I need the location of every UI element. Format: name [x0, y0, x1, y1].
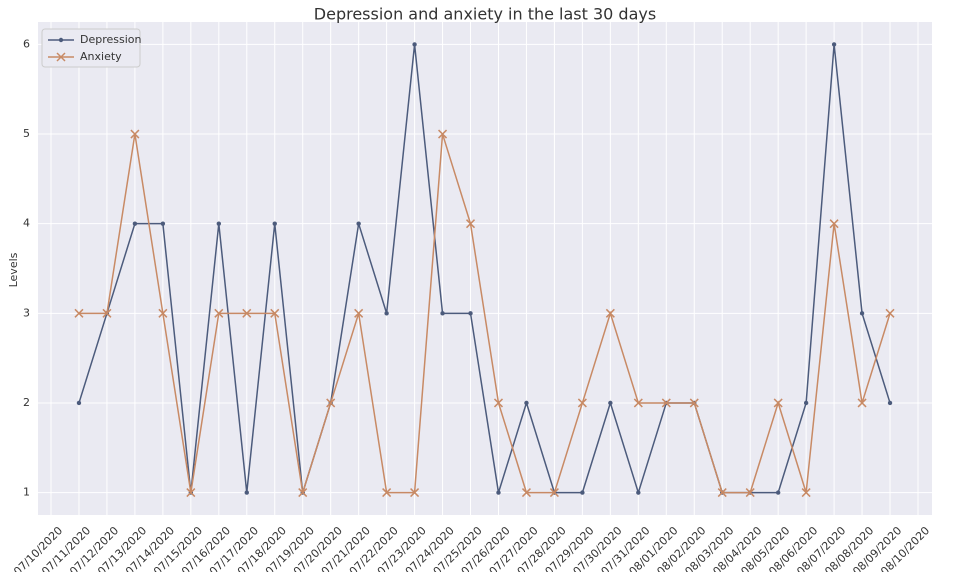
- marker: [493, 398, 504, 408]
- line: [78, 133, 891, 494]
- marker: [440, 311, 445, 316]
- marker: [887, 400, 893, 406]
- marker: [605, 308, 615, 318]
- series: [74, 129, 895, 498]
- y-tick-label: 5: [23, 127, 30, 140]
- marker: [130, 129, 140, 139]
- legend: Depression Anxiety: [41, 28, 142, 68]
- legend-label: Anxiety: [80, 50, 122, 63]
- marker: [74, 308, 84, 318]
- marker: [717, 488, 727, 498]
- marker: [857, 398, 867, 408]
- marker: [412, 42, 417, 47]
- legend-marker: [58, 37, 64, 43]
- marker: [242, 308, 252, 318]
- marker: [831, 42, 837, 47]
- marker: [549, 488, 559, 498]
- y-tick-label: 3: [23, 306, 30, 319]
- marker: [272, 221, 277, 226]
- marker: [661, 398, 671, 408]
- marker: [216, 221, 222, 226]
- marker: [410, 488, 420, 498]
- plot-area: [38, 22, 932, 515]
- marker: [496, 490, 501, 495]
- marker: [524, 400, 529, 406]
- y-tick-label: 1: [23, 486, 30, 499]
- marker: [829, 219, 839, 229]
- marker: [521, 488, 531, 498]
- marker: [214, 308, 224, 318]
- marker: [465, 219, 476, 229]
- marker: [801, 488, 811, 498]
- marker: [384, 311, 389, 316]
- marker: [244, 490, 249, 495]
- marker: [773, 398, 783, 408]
- marker: [356, 221, 361, 226]
- y-tick-label: 6: [23, 37, 30, 50]
- marker: [775, 490, 781, 495]
- marker: [468, 311, 473, 316]
- marker: [186, 488, 196, 498]
- marker: [689, 398, 699, 408]
- y-tick-label: 2: [23, 396, 30, 409]
- y-tick-label: 4: [23, 217, 30, 230]
- legend-label: Depression: [80, 33, 142, 46]
- marker: [438, 129, 448, 139]
- legend-marker: [56, 52, 66, 62]
- marker: [132, 221, 138, 226]
- marker: [326, 398, 336, 408]
- marker: [76, 400, 82, 406]
- marker: [382, 488, 392, 498]
- marker: [633, 398, 643, 408]
- marker: [803, 400, 809, 406]
- marker: [885, 308, 895, 318]
- line: [78, 44, 891, 496]
- marker: [160, 221, 166, 226]
- marker: [354, 308, 364, 318]
- marker: [608, 400, 613, 406]
- chart-title: Depression and anxiety in the last 30 da…: [314, 5, 656, 24]
- marker: [745, 488, 755, 498]
- marker: [859, 311, 865, 316]
- marker: [102, 308, 112, 318]
- marker: [580, 490, 585, 495]
- marker: [158, 308, 168, 318]
- marker: [270, 308, 280, 318]
- y-axis-label: Levels: [7, 252, 20, 287]
- marker: [636, 490, 641, 495]
- marker: [577, 398, 587, 408]
- marker: [298, 488, 308, 498]
